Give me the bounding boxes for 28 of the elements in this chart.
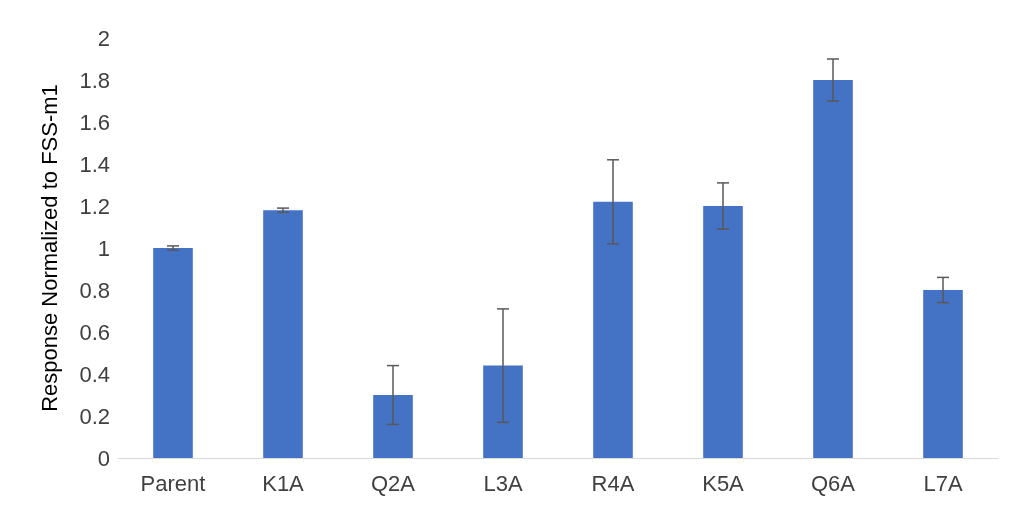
x-tick-label: R4A <box>591 470 635 496</box>
y-tick-label: 0.4 <box>79 361 110 387</box>
bar <box>703 206 743 458</box>
x-tick-label: Q2A <box>370 470 416 496</box>
bar <box>263 210 303 458</box>
x-tick-label: Q6A <box>810 470 856 496</box>
bar <box>373 395 413 458</box>
y-tick-label: 1.6 <box>79 109 110 135</box>
y-axis-title: Response Normalized to FSS-m1 <box>36 84 62 412</box>
bar <box>153 248 193 458</box>
bar <box>923 290 963 458</box>
bar <box>483 365 523 458</box>
y-tick-label: 1 <box>97 235 110 261</box>
x-tick-label: L7A <box>923 470 963 496</box>
x-tick-label: Parent <box>140 470 206 496</box>
y-tick-label: 2 <box>97 25 110 51</box>
y-tick-label: 0.6 <box>79 319 110 345</box>
x-tick-label: L3A <box>483 470 523 496</box>
x-tick-label: K1A <box>262 470 305 496</box>
y-tick-label: 0.8 <box>79 277 110 303</box>
y-tick-label: 0 <box>97 445 110 471</box>
y-tick-label: 1.4 <box>79 151 110 177</box>
y-tick-label: 1.8 <box>79 67 110 93</box>
bar <box>593 201 633 458</box>
bar <box>813 80 853 458</box>
x-tick-label: K5A <box>702 470 745 496</box>
y-tick-label: 0.2 <box>79 403 110 429</box>
y-tick-label: 1.2 <box>79 193 110 219</box>
